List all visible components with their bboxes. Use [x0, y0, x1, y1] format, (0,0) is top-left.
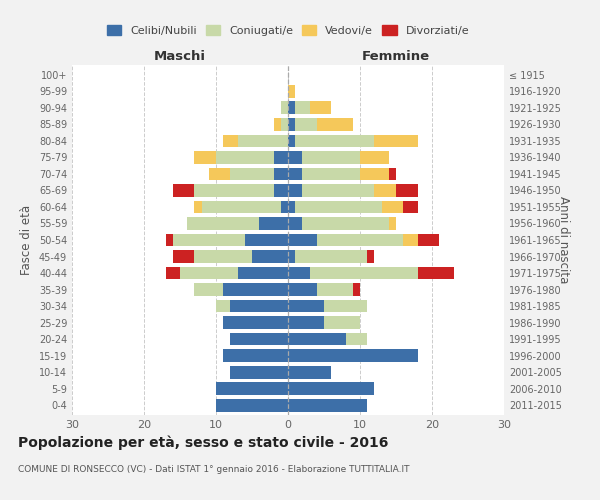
Bar	[230, 366, 288, 378]
Bar	[288, 234, 317, 246]
Bar	[288, 283, 317, 296]
Bar	[202, 200, 281, 213]
Bar	[216, 300, 230, 312]
Bar	[310, 266, 418, 280]
Bar	[317, 283, 353, 296]
Bar	[281, 118, 288, 131]
Bar	[374, 184, 396, 197]
Bar	[288, 300, 324, 312]
Bar	[194, 250, 252, 263]
Bar	[173, 234, 245, 246]
Bar	[288, 184, 302, 197]
Text: Maschi: Maschi	[154, 50, 206, 62]
Bar	[324, 300, 367, 312]
Bar	[317, 118, 353, 131]
Y-axis label: Anni di nascita: Anni di nascita	[557, 196, 570, 284]
Bar	[288, 118, 295, 131]
Bar	[230, 332, 288, 345]
Bar	[194, 200, 202, 213]
Bar	[274, 151, 288, 164]
Text: COMUNE DI RONSECCO (VC) - Dati ISTAT 1° gennaio 2016 - Elaborazione TUTTITALIA.I: COMUNE DI RONSECCO (VC) - Dati ISTAT 1° …	[18, 465, 409, 474]
Text: Femmine: Femmine	[362, 50, 430, 62]
Bar	[216, 151, 274, 164]
Bar	[223, 316, 288, 329]
Bar	[288, 366, 331, 378]
Bar	[396, 184, 418, 197]
Bar	[288, 134, 295, 147]
Bar	[418, 266, 454, 280]
Bar	[173, 250, 194, 263]
Bar	[230, 168, 274, 180]
Bar	[281, 102, 288, 114]
Bar	[288, 151, 302, 164]
Bar	[360, 151, 389, 164]
Bar	[288, 316, 324, 329]
Bar	[295, 118, 317, 131]
Bar	[194, 283, 223, 296]
Bar	[194, 184, 274, 197]
Bar	[295, 134, 374, 147]
Bar	[403, 200, 418, 213]
Bar	[353, 283, 360, 296]
Bar	[288, 349, 418, 362]
Bar	[295, 102, 310, 114]
Bar	[194, 151, 216, 164]
Bar	[346, 332, 367, 345]
Text: Popolazione per età, sesso e stato civile - 2016: Popolazione per età, sesso e stato civil…	[18, 435, 388, 450]
Bar	[288, 168, 302, 180]
Bar	[389, 217, 396, 230]
Bar	[310, 102, 331, 114]
Bar	[389, 168, 396, 180]
Bar	[288, 217, 302, 230]
Bar	[302, 184, 374, 197]
Bar	[367, 250, 374, 263]
Bar	[216, 382, 288, 395]
Bar	[259, 217, 288, 230]
Bar	[238, 134, 288, 147]
Bar	[173, 184, 194, 197]
Bar	[223, 283, 288, 296]
Bar	[166, 234, 173, 246]
Bar	[166, 266, 180, 280]
Bar	[223, 134, 238, 147]
Bar	[302, 151, 360, 164]
Bar	[374, 134, 418, 147]
Bar	[288, 250, 295, 263]
Bar	[302, 217, 389, 230]
Bar	[209, 168, 230, 180]
Bar	[216, 398, 288, 411]
Bar	[360, 168, 389, 180]
Bar	[288, 266, 310, 280]
Bar	[238, 266, 288, 280]
Bar	[281, 200, 288, 213]
Bar	[274, 168, 288, 180]
Bar	[288, 200, 295, 213]
Bar	[180, 266, 238, 280]
Bar	[288, 102, 295, 114]
Bar	[382, 200, 403, 213]
Bar	[274, 118, 281, 131]
Bar	[317, 234, 403, 246]
Bar	[288, 85, 295, 98]
Bar	[295, 200, 382, 213]
Bar	[245, 234, 288, 246]
Y-axis label: Fasce di età: Fasce di età	[20, 205, 33, 275]
Bar	[418, 234, 439, 246]
Bar	[288, 332, 346, 345]
Bar	[274, 184, 288, 197]
Legend: Celibi/Nubili, Coniugati/e, Vedovi/e, Divorziati/e: Celibi/Nubili, Coniugati/e, Vedovi/e, Di…	[104, 22, 472, 39]
Bar	[324, 316, 360, 329]
Bar	[302, 168, 360, 180]
Bar	[187, 217, 259, 230]
Bar	[288, 398, 367, 411]
Bar	[252, 250, 288, 263]
Bar	[230, 300, 288, 312]
Bar	[403, 234, 418, 246]
Bar	[223, 349, 288, 362]
Bar	[288, 382, 374, 395]
Bar	[295, 250, 367, 263]
